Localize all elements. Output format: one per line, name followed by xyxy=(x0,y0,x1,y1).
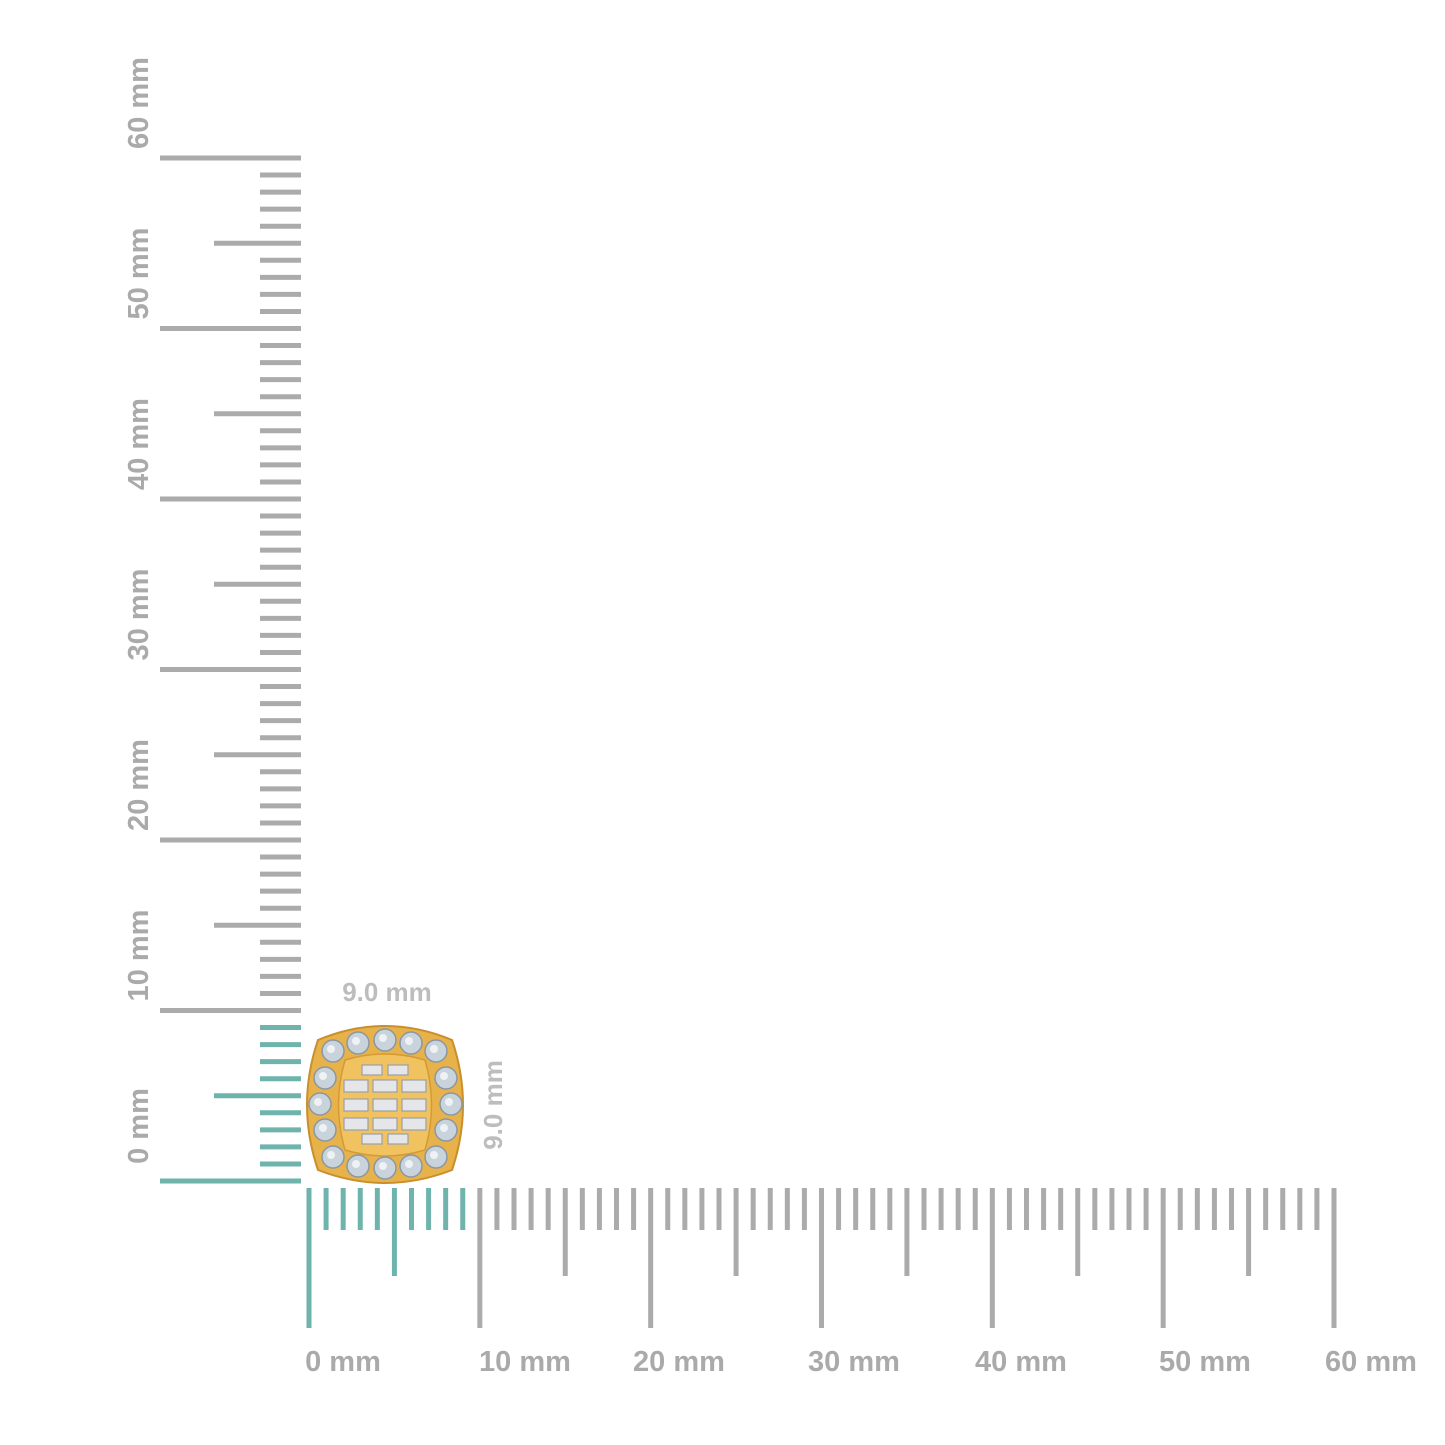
baguette-diamond xyxy=(343,1098,369,1112)
height-dimension-label: 9.0 mm xyxy=(478,1060,508,1150)
vertical-label: 50 mm xyxy=(123,228,155,320)
baguette-diamond xyxy=(401,1098,427,1112)
vertical-label: 20 mm xyxy=(123,739,155,831)
baguette-diamond xyxy=(361,1064,383,1076)
baguette-diamond xyxy=(343,1117,369,1131)
vertical-label: 10 mm xyxy=(123,910,155,1002)
vertical-label: 0 mm xyxy=(123,1088,155,1164)
vertical-label: 30 mm xyxy=(123,569,155,661)
baguette-diamond xyxy=(387,1064,409,1076)
halo-diamonds xyxy=(308,1028,463,1180)
baguette-diamond xyxy=(372,1098,398,1112)
horizontal-label: 50 mm xyxy=(1159,1346,1251,1378)
baguette-diamond xyxy=(401,1079,427,1093)
horizontal-ruler-labels: 0 mm 10 mm 20 mm 30 mm 40 mm 50 mm 60 mm xyxy=(305,1346,1417,1378)
baguette-diamond xyxy=(387,1133,409,1145)
horizontal-label: 40 mm xyxy=(975,1346,1067,1378)
vertical-ruler-labels: 0 mm 10 mm 20 mm 30 mm 40 mm 50 mm 60 mm xyxy=(123,57,155,1164)
horizontal-label: 10 mm xyxy=(479,1346,571,1378)
earring-image xyxy=(306,1025,464,1184)
baguette-diamond xyxy=(343,1079,369,1093)
baguette-diamond xyxy=(372,1117,398,1131)
vertical-ruler xyxy=(160,155,301,1184)
horizontal-label: 60 mm xyxy=(1325,1346,1417,1378)
vertical-label: 60 mm xyxy=(123,57,155,149)
horizontal-label: 30 mm xyxy=(808,1346,900,1378)
horizontal-ruler xyxy=(306,1188,1337,1328)
horizontal-label: 0 mm xyxy=(305,1346,381,1378)
baguette-diamond xyxy=(372,1079,398,1093)
baguette-diamond xyxy=(401,1117,427,1131)
width-dimension-label: 9.0 mm xyxy=(342,977,432,1007)
vertical-label: 40 mm xyxy=(123,398,155,490)
baguette-diamonds xyxy=(343,1064,427,1145)
horizontal-label: 20 mm xyxy=(633,1346,725,1378)
baguette-diamond xyxy=(361,1133,383,1145)
